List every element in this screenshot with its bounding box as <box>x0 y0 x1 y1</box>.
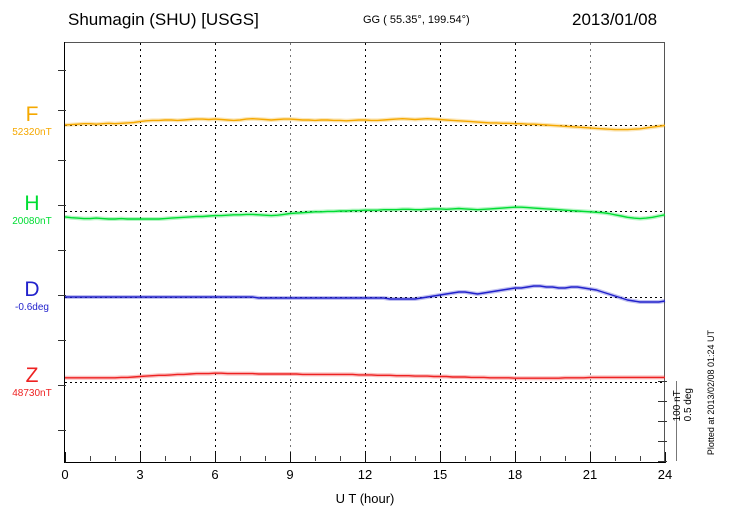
x-tick-18 <box>515 452 516 463</box>
x-tick-11 <box>340 456 341 461</box>
x-tick-2 <box>115 456 116 461</box>
x-tick-19 <box>540 456 541 461</box>
plot-frame-right <box>664 42 665 463</box>
channel-value-D: -0.6deg <box>15 302 49 313</box>
observation-date: 2013/01/08 <box>572 10 658 29</box>
x-tick-14 <box>415 456 416 461</box>
plot-frame-bottom <box>64 462 665 463</box>
plot-frame-top <box>64 42 665 43</box>
scale-bar-tick-2 <box>658 401 667 402</box>
x-tick-label-0: 0 <box>61 467 69 482</box>
x-tick-21 <box>590 452 591 463</box>
x-tick-7 <box>240 456 241 461</box>
y-tick-7 <box>58 385 66 386</box>
scale-bar-tick-3 <box>658 421 667 422</box>
y-tick-1 <box>58 110 66 111</box>
x-axis-title: U T (hour) <box>335 491 395 506</box>
y-tick-0 <box>58 70 66 71</box>
x-tick-label-18: 18 <box>507 467 523 482</box>
trace-Z <box>65 372 665 379</box>
x-tick-13 <box>390 456 391 461</box>
plotted-timestamp: Plotted at 2013/02/08 01:24 UT <box>706 330 716 456</box>
y-tick-3 <box>58 205 66 206</box>
gridline-hour-18 <box>515 43 516 462</box>
channel-letter-Z: Z <box>25 364 39 387</box>
x-tick-label-12: 12 <box>357 467 373 482</box>
x-tick-23 <box>640 456 641 461</box>
channel-value-Z: 48730nT <box>12 388 52 399</box>
channel-label-H: H 20080nT <box>0 193 66 228</box>
scale-bar-tick-bottom <box>658 461 667 462</box>
scale-bar-label: 100 nT 0.5 deg <box>672 388 694 421</box>
plot-frame-left <box>64 42 65 463</box>
baseline-Z <box>65 382 665 383</box>
geographic-coordinates: GG ( 55.35°, 199.54°) <box>363 14 470 26</box>
scale-bar-line <box>676 381 677 461</box>
channel-value-H: 20080nT <box>12 216 52 227</box>
trace-H <box>64 206 666 220</box>
channel-label-Z: Z 48730nT <box>0 365 66 400</box>
trace-lines <box>64 116 666 381</box>
baseline-F <box>65 125 665 126</box>
scale-bar-tick-top <box>658 381 667 382</box>
x-tick-1 <box>90 456 91 461</box>
y-tick-6 <box>58 340 66 341</box>
channel-label-F: F 52320nT <box>0 104 66 139</box>
x-tick-label-3: 3 <box>136 467 144 482</box>
x-tick-6 <box>215 452 216 463</box>
x-tick-4 <box>165 456 166 461</box>
x-tick-12 <box>365 452 366 463</box>
y-tick-8 <box>58 430 66 431</box>
x-tick-22 <box>615 456 616 461</box>
trace-glow-H <box>64 205 666 221</box>
x-tick-8 <box>265 456 266 461</box>
gridline-hour-21 <box>590 43 591 462</box>
trace-D <box>65 285 666 303</box>
scale-bar-deg: 0.5 deg <box>683 388 694 422</box>
x-tick-16 <box>465 456 466 461</box>
scale-bar-nt: 100 nT <box>672 390 683 422</box>
x-tick-label-6: 6 <box>211 467 219 482</box>
trace-F <box>64 117 666 131</box>
y-tick-4 <box>58 250 66 251</box>
x-tick-label-21: 21 <box>582 467 598 482</box>
x-tick-17 <box>490 456 491 461</box>
trace-glow-D <box>65 284 666 304</box>
channel-label-D: D -0.6deg <box>0 279 66 314</box>
page-title: Shumagin (SHU) [USGS] <box>68 10 259 29</box>
channel-value-F: 52320nT <box>12 127 52 138</box>
gridline-hour-6 <box>215 43 216 462</box>
x-tick-label-9: 9 <box>286 467 294 482</box>
x-tick-15 <box>440 452 441 463</box>
gridline-hour-15 <box>440 43 441 462</box>
x-tick-label-24: 24 <box>657 467 673 482</box>
channel-letter-D: D <box>24 278 40 301</box>
gridline-hour-3 <box>140 43 141 462</box>
scale-bar-tick-4 <box>658 441 667 442</box>
x-tick-10 <box>315 456 316 461</box>
x-tick-20 <box>565 456 566 461</box>
x-tick-9 <box>290 452 291 463</box>
gridline-hour-12 <box>365 43 366 462</box>
x-tick-5 <box>190 456 191 461</box>
baseline-H <box>65 211 665 212</box>
channel-letter-H: H <box>24 192 40 215</box>
gridline-hour-9 <box>290 43 291 462</box>
channel-letter-F: F <box>25 103 39 126</box>
y-tick-5 <box>58 295 66 296</box>
x-tick-label-15: 15 <box>432 467 448 482</box>
x-tick-3 <box>140 452 141 463</box>
x-tick-0 <box>65 452 66 463</box>
y-tick-2 <box>58 160 66 161</box>
x-tick-24 <box>665 452 666 463</box>
